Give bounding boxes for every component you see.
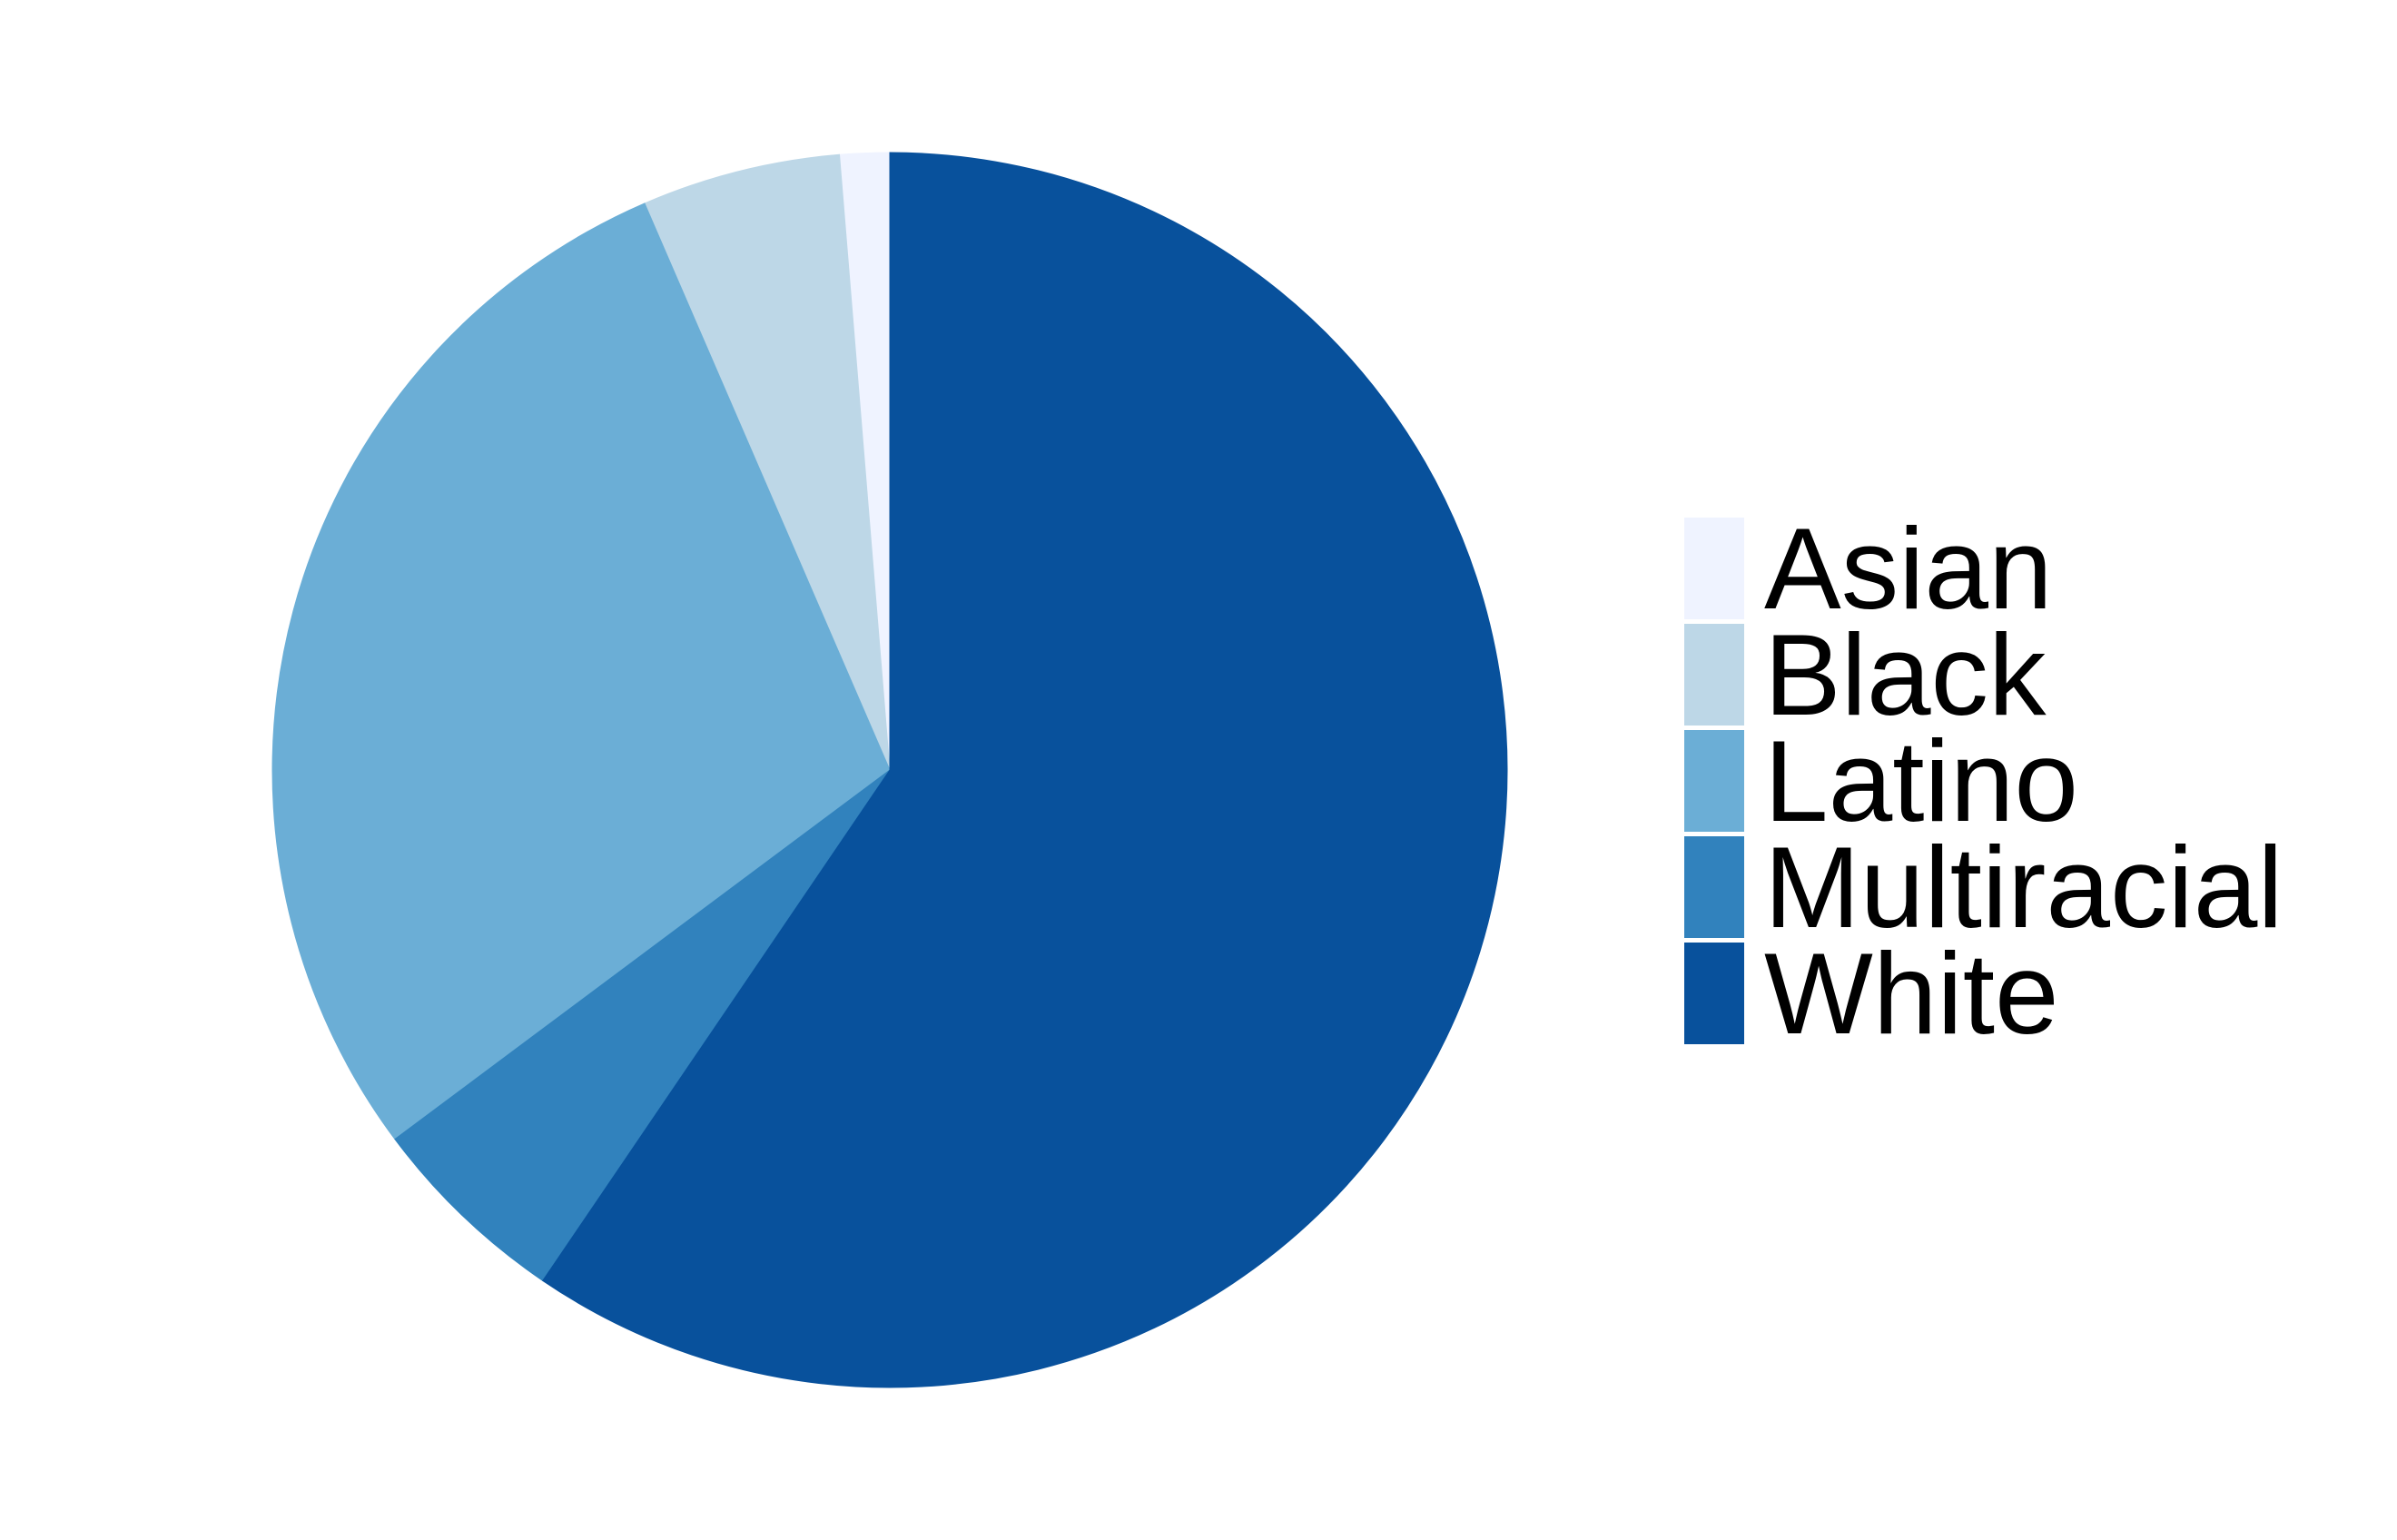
- legend-label-black: Black: [1764, 610, 2047, 739]
- legend-label-asian: Asian: [1764, 504, 2053, 633]
- pie-slice-multiracial: [394, 769, 891, 1282]
- legend-swatch-white: [1684, 943, 1744, 1044]
- pie-slice-latino: [271, 202, 891, 1140]
- pie-slices: [271, 152, 1508, 1388]
- legend-swatch-asian: [1684, 518, 1744, 619]
- legend-swatch-black: [1684, 624, 1744, 726]
- pie-slice-white: [542, 152, 1508, 1388]
- legend-label-white: White: [1764, 929, 2059, 1058]
- legend-swatch-latino: [1684, 730, 1744, 832]
- pie-slice-black: [644, 153, 891, 771]
- legend-label-latino: Latino: [1764, 716, 2078, 845]
- legend-swatch-multiracial: [1684, 836, 1744, 938]
- legend-label-multiracial: Multiracial: [1764, 823, 2284, 952]
